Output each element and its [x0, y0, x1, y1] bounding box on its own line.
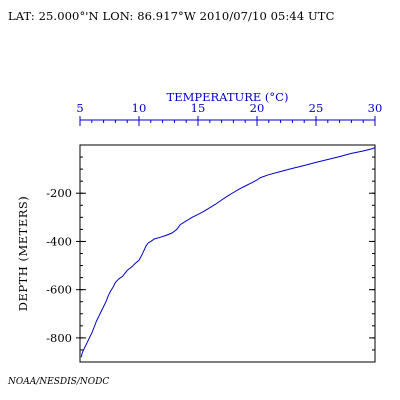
temperature-tick-label: 10 — [132, 101, 147, 115]
plot-frame — [79, 144, 376, 363]
depth-tick-label: -600 — [46, 283, 72, 297]
temperature-tick-label: 25 — [309, 101, 324, 115]
depth-tick-label: -400 — [46, 234, 72, 248]
y-ticks-group: -200 -400 -600 -800 — [46, 144, 375, 363]
temperature-tick-label: 20 — [250, 101, 265, 115]
temperature-axis-title: TEMPERATURE (°C) — [167, 90, 289, 104]
location-time-header: LAT: 25.000°'N LON: 86.917°W 2010/07/10 … — [8, 9, 335, 23]
temperature-profile-line — [80, 146, 376, 358]
depth-axis-title: DEPTH (METERS) — [16, 196, 30, 311]
x-ticks-group: 5 10 15 20 25 30 — [76, 101, 382, 126]
temperature-tick-label: 5 — [76, 101, 83, 115]
depth-tick-label: -200 — [46, 186, 72, 200]
temperature-tick-label: 30 — [368, 101, 383, 115]
temperature-tick-label: 15 — [191, 101, 206, 115]
depth-tick-label: -800 — [46, 331, 72, 345]
data-credit: NOAA/NESDIS/NODC — [8, 377, 110, 387]
